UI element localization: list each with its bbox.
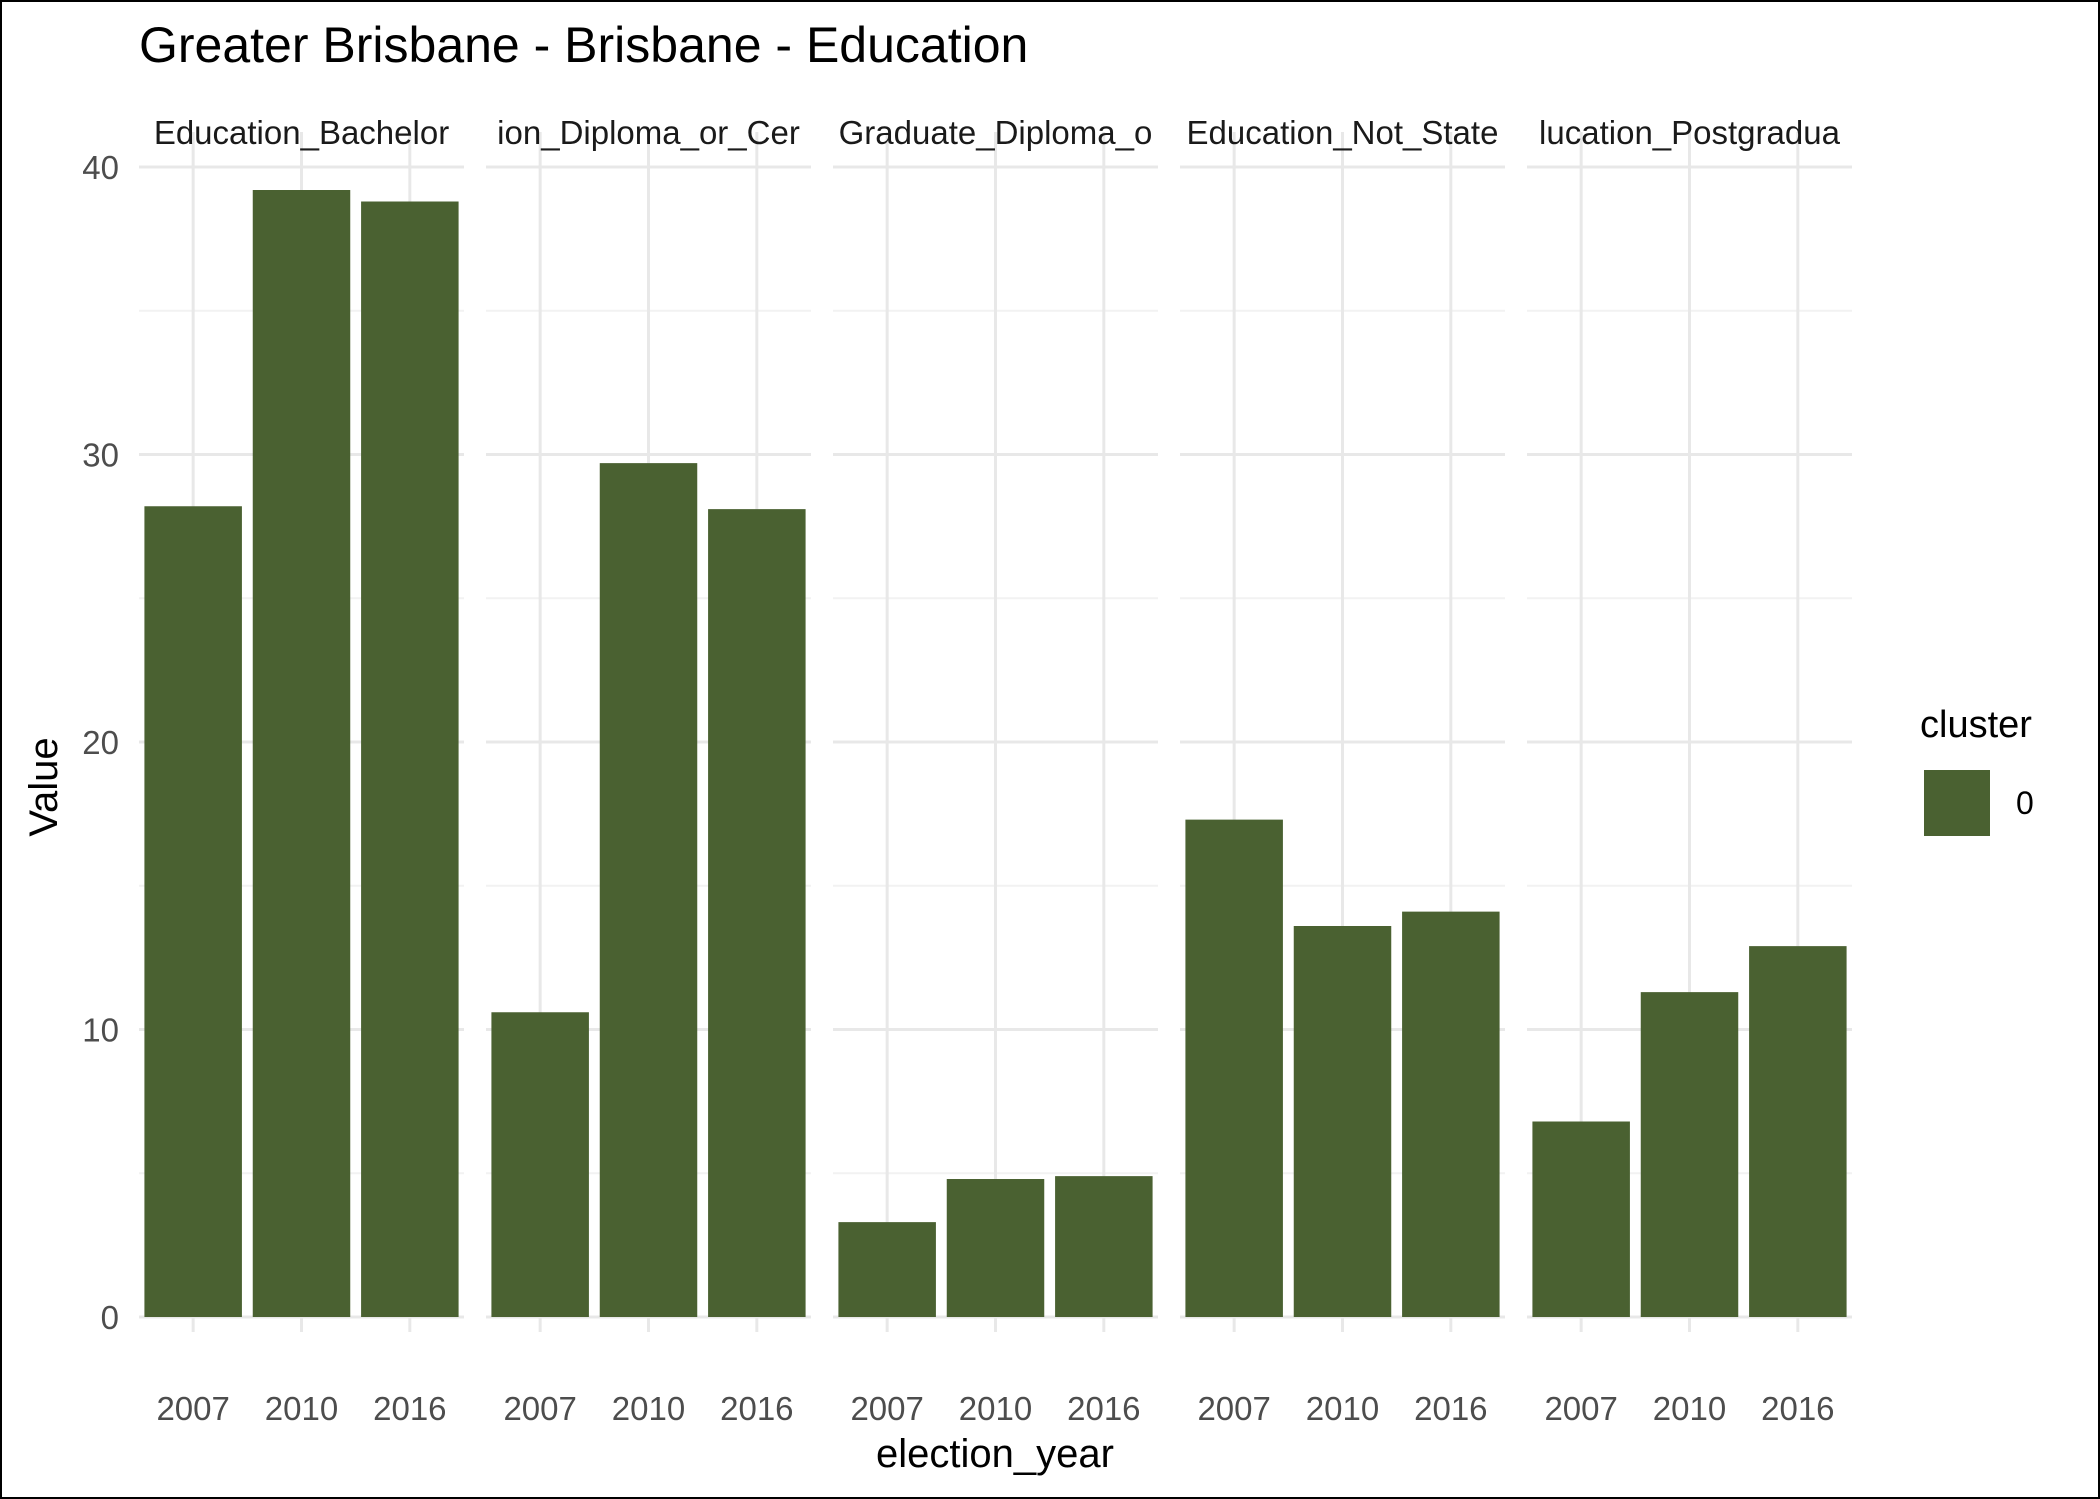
bar: [1640, 992, 1739, 1317]
facet-panel: 2007 2010 2016 Education_Bachelor: [139, 114, 464, 1427]
facet-panel: 2007 2010 2016 lucation_Postgradua: [1527, 114, 1852, 1427]
bar: [946, 1179, 1045, 1317]
bar: [361, 201, 459, 1317]
y-tick-label: 40: [82, 149, 119, 186]
facet-panel: 2007 2010 2016 Graduate_Diploma_o: [833, 114, 1158, 1427]
bar: [1055, 1176, 1153, 1317]
bar: [838, 1222, 936, 1317]
x-tick-label: 2007: [1544, 1390, 1617, 1427]
legend-key-0: [1924, 770, 1990, 836]
facet-panel: 2007 2010 2016 Education_Not_State: [1180, 114, 1505, 1427]
x-axis-title: election_year: [876, 1432, 1114, 1476]
y-tick-label: 30: [82, 437, 119, 474]
x-tick-label: 2016: [373, 1390, 446, 1427]
x-tick-label: 2010: [1653, 1390, 1726, 1427]
x-tick-label: 2016: [720, 1390, 793, 1427]
x-tick-label: 2016: [1067, 1390, 1140, 1427]
facet-label: lucation_Postgradua: [1539, 114, 1841, 151]
bar: [1402, 911, 1500, 1317]
x-tick-label: 2016: [1414, 1390, 1487, 1427]
facet-label: Graduate_Diploma_o: [839, 114, 1153, 151]
bar: [1185, 819, 1283, 1317]
facet-label: Education_Not_State: [1187, 114, 1499, 151]
bar: [252, 190, 351, 1317]
legend-label-0: 0: [2016, 785, 2034, 821]
x-tick-label: 2007: [503, 1390, 576, 1427]
bar: [491, 1012, 589, 1317]
bar: [1532, 1121, 1630, 1317]
y-tick-label: 0: [101, 1299, 119, 1336]
facet-label: Education_Bachelor: [154, 114, 449, 151]
chart-title: Greater Brisbane - Brisbane - Education: [139, 17, 1028, 73]
x-tick-label: 2010: [1306, 1390, 1379, 1427]
x-tick-label: 2010: [265, 1390, 338, 1427]
bar: [144, 506, 242, 1317]
x-tick-label: 2016: [1761, 1390, 1834, 1427]
facet-panel: 2007 2010 2016 ion_Diploma_or_Cer: [486, 114, 811, 1427]
x-tick-label: 2007: [156, 1390, 229, 1427]
bar: [708, 509, 806, 1317]
x-tick-label: 2010: [959, 1390, 1032, 1427]
y-axis-title: Value: [22, 737, 66, 836]
y-tick-label: 20: [82, 724, 119, 761]
x-tick-label: 2007: [850, 1390, 923, 1427]
bar: [599, 463, 698, 1317]
y-tick-label: 10: [82, 1012, 119, 1049]
facet-label: ion_Diploma_or_Cer: [497, 114, 800, 151]
x-tick-label: 2010: [612, 1390, 685, 1427]
x-tick-label: 2007: [1197, 1390, 1270, 1427]
bar: [1749, 946, 1847, 1317]
bar: [1293, 926, 1392, 1317]
legend-title: cluster: [1920, 704, 2032, 746]
legend: cluster 0: [1920, 704, 2034, 836]
